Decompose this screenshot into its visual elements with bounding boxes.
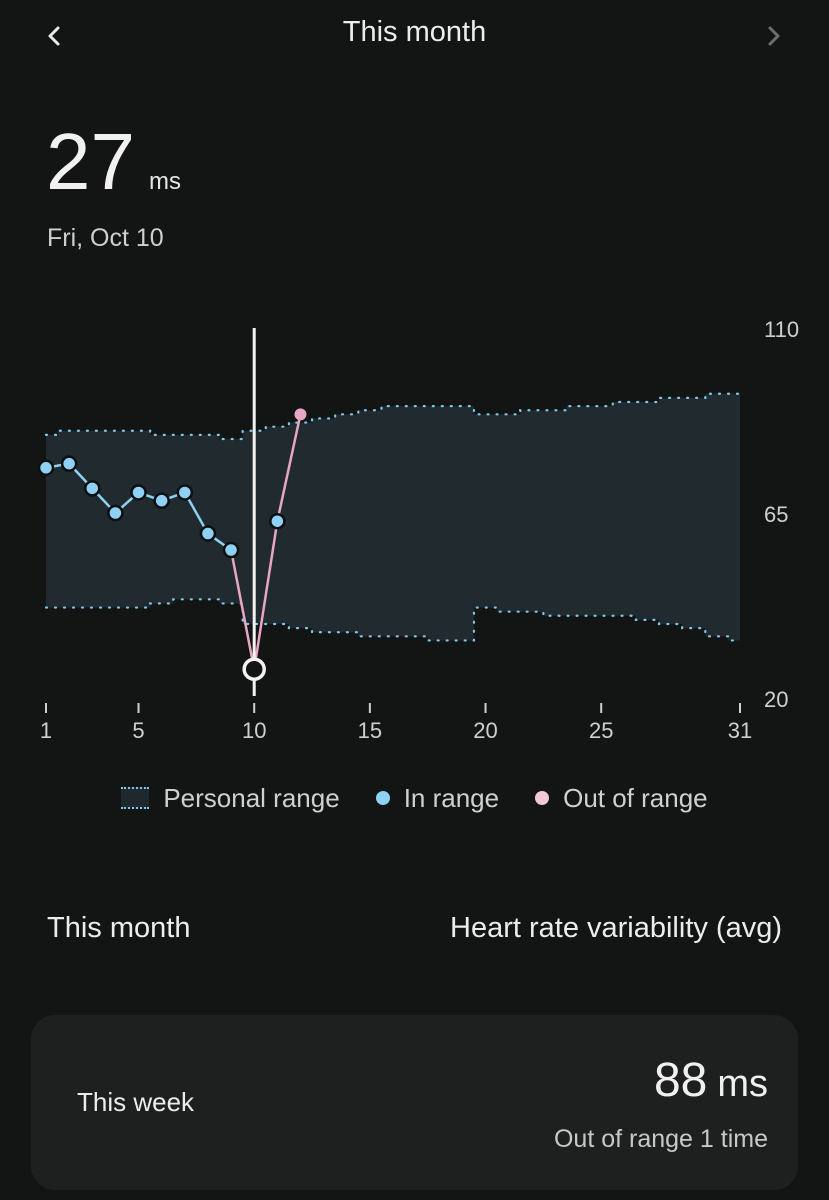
hrv-line-segment xyxy=(229,549,256,670)
legend-personal-range: Personal range xyxy=(121,782,340,814)
selected-value: 27 ms xyxy=(46,122,181,202)
x-tick-label: 1 xyxy=(40,718,52,743)
selected-date: Fri, Oct 10 xyxy=(47,224,164,252)
card-label: This week xyxy=(77,1087,195,1117)
top-bar: This month xyxy=(0,0,829,72)
selected-value-unit: ms xyxy=(148,168,181,195)
previous-period-button[interactable] xyxy=(32,14,76,58)
selected-data-point xyxy=(242,657,266,681)
personal-range-swatch xyxy=(121,787,150,809)
page-title: This month xyxy=(342,16,487,48)
hrv-line-segment xyxy=(276,414,302,522)
y-tick-label: 65 xyxy=(764,502,788,527)
card-value: 88 ms xyxy=(654,1053,768,1108)
legend-out-of-range-label: Out of range xyxy=(563,782,708,813)
hrv-data-point xyxy=(176,484,194,501)
in-range-dot-icon xyxy=(375,791,390,805)
x-tick-label: 25 xyxy=(589,718,613,743)
hrv-data-point xyxy=(107,504,124,522)
hrv-data-point xyxy=(37,459,55,477)
card-subtitle: Out of range 1 time xyxy=(553,1125,768,1153)
hrv-data-point xyxy=(269,512,286,530)
chart-legend: Personal range In range Out of range xyxy=(0,780,829,816)
x-tick-label: 31 xyxy=(728,718,752,743)
x-tick-label: 5 xyxy=(132,718,144,743)
hrv-data-point xyxy=(199,525,217,542)
summary-period: This month xyxy=(47,912,191,944)
personal-range-lower-edge xyxy=(44,598,742,642)
y-tick-label: 110 xyxy=(764,317,799,342)
hrv-data-point xyxy=(60,455,78,472)
weekly-summary-card[interactable]: This week 88 ms Out of range 1 time xyxy=(31,1015,798,1190)
summary-row: This month Heart rate variability (avg) xyxy=(47,912,782,945)
hrv-data-point xyxy=(84,480,101,497)
legend-out-of-range: Out of range xyxy=(535,783,708,814)
selected-value-number: 27 xyxy=(46,117,135,206)
legend-in-range-label: In range xyxy=(403,782,500,813)
summary-metric: Heart rate variability (avg) xyxy=(450,912,782,944)
personal-range-band xyxy=(46,393,740,641)
hrv-data-point xyxy=(294,408,307,421)
next-period-button[interactable] xyxy=(752,14,796,58)
chevron-left-icon xyxy=(48,26,60,46)
x-tick-label: 10 xyxy=(242,718,266,743)
x-tick-label: 20 xyxy=(473,718,497,743)
legend-personal-range-label: Personal range xyxy=(163,782,340,813)
hrv-data-point xyxy=(153,492,170,509)
y-tick-label: 20 xyxy=(764,687,788,712)
hrv-data-point xyxy=(222,541,240,559)
hrv-line-segment xyxy=(252,521,279,670)
chevron-right-icon xyxy=(768,26,780,46)
card-value-unit: ms xyxy=(717,1063,768,1105)
card-value-number: 88 xyxy=(653,1054,708,1107)
hrv-data-point xyxy=(130,484,147,501)
x-tick-label: 15 xyxy=(358,718,382,743)
legend-in-range: In range xyxy=(375,782,500,814)
out-of-range-dot-icon xyxy=(535,791,550,805)
